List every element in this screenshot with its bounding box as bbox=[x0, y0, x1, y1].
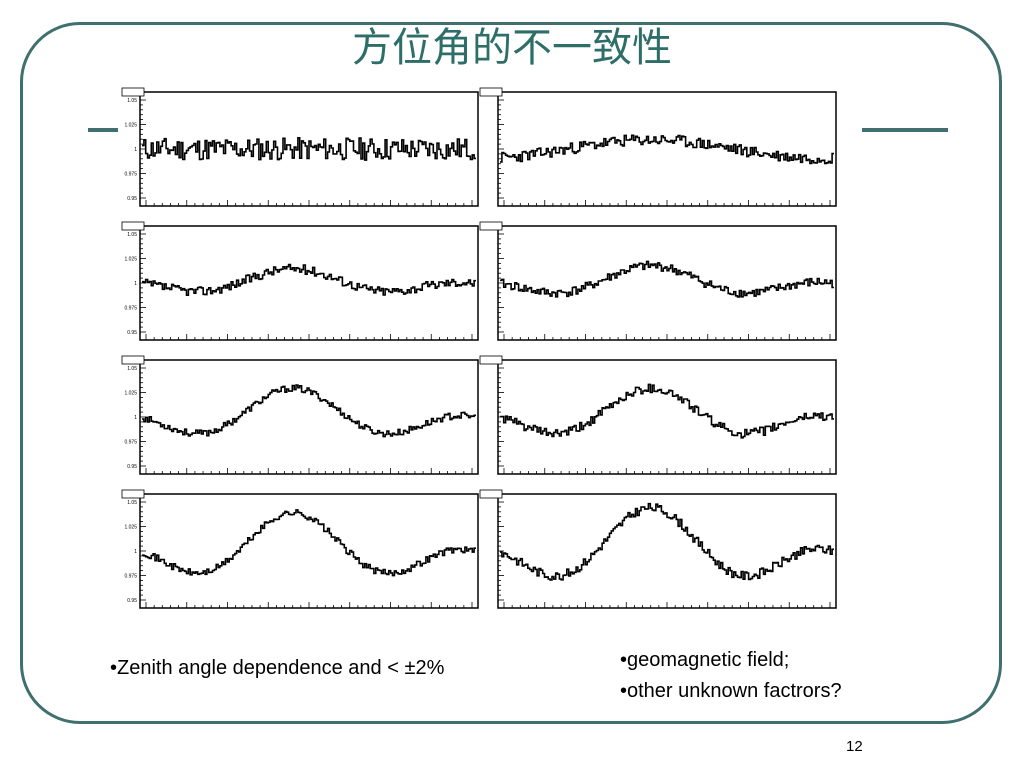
y-tick-label: 0.975 bbox=[124, 574, 137, 580]
histogram-panel-7: 1.05 1.025 1 0.975 0.95 bbox=[121, 489, 479, 609]
histogram-series bbox=[142, 137, 476, 161]
panel-frame bbox=[139, 225, 479, 341]
bullet-zenith-dependence: •Zenith angle dependence and < ±2% bbox=[110, 657, 445, 679]
panel-frame bbox=[139, 359, 479, 475]
page-number: 12 bbox=[846, 738, 863, 755]
panel-frame bbox=[139, 493, 479, 609]
histogram-panel-4 bbox=[479, 221, 837, 341]
panel-label-box bbox=[121, 489, 145, 499]
histogram-panel-2 bbox=[479, 87, 837, 207]
panel-label-box bbox=[121, 87, 145, 97]
y-tick-label: 1.025 bbox=[124, 525, 137, 531]
y-tick-label: 1.05 bbox=[127, 98, 137, 104]
panel-label-box bbox=[121, 355, 145, 365]
histogram-series bbox=[500, 260, 834, 298]
y-tick-label: 0.975 bbox=[124, 306, 137, 312]
y-tick-label: 1 bbox=[134, 415, 137, 421]
slide-title: 方位角的不一致性 bbox=[352, 25, 672, 71]
y-tick-label: 1.05 bbox=[127, 500, 137, 506]
histogram-series bbox=[500, 383, 834, 439]
bullet-unknown-factors: •other unknown factrors? bbox=[620, 680, 842, 702]
y-tick-label: 0.95 bbox=[127, 598, 137, 604]
histogram-series bbox=[142, 263, 476, 296]
panel-frame bbox=[497, 493, 837, 609]
slide-frame bbox=[20, 22, 1002, 724]
panel-label-box bbox=[479, 87, 503, 97]
y-tick-label: 1 bbox=[134, 147, 137, 153]
histogram-panel-8 bbox=[479, 489, 837, 609]
y-tick-label: 1.025 bbox=[124, 391, 137, 397]
panel-label-box bbox=[479, 355, 503, 365]
histogram-series bbox=[500, 502, 834, 581]
histogram-panel-1: 1.05 1.025 1 0.975 0.95 bbox=[121, 87, 479, 207]
panel-frame bbox=[497, 225, 837, 341]
y-tick-label: 1.025 bbox=[124, 123, 137, 129]
y-tick-label: 0.95 bbox=[127, 330, 137, 336]
panel-frame bbox=[497, 359, 837, 475]
histogram-panel-5: 1.05 1.025 1 0.975 0.95 bbox=[121, 355, 479, 475]
panel-label-box bbox=[479, 221, 503, 231]
y-tick-label: 1 bbox=[134, 281, 137, 287]
y-tick-label: 0.95 bbox=[127, 464, 137, 470]
y-tick-label: 1.05 bbox=[127, 366, 137, 372]
y-tick-label: 0.975 bbox=[124, 172, 137, 178]
histogram-series bbox=[142, 384, 476, 438]
title-rule-right bbox=[862, 128, 948, 132]
y-tick-label: 1.05 bbox=[127, 232, 137, 238]
y-tick-label: 0.95 bbox=[127, 196, 137, 202]
title-rule-left bbox=[88, 128, 118, 132]
histogram-panel-6 bbox=[479, 355, 837, 475]
histogram-series bbox=[500, 134, 834, 165]
panel-label-box bbox=[479, 489, 503, 499]
panel-label-box bbox=[121, 221, 145, 231]
y-tick-label: 1.025 bbox=[124, 257, 137, 263]
histogram-panel-3: 1.05 1.025 1 0.975 0.95 bbox=[121, 221, 479, 341]
histogram-series bbox=[142, 509, 476, 577]
bullet-geomagnetic-field: •geomagnetic field; bbox=[620, 649, 790, 671]
y-tick-label: 1 bbox=[134, 549, 137, 555]
y-tick-label: 0.975 bbox=[124, 440, 137, 446]
